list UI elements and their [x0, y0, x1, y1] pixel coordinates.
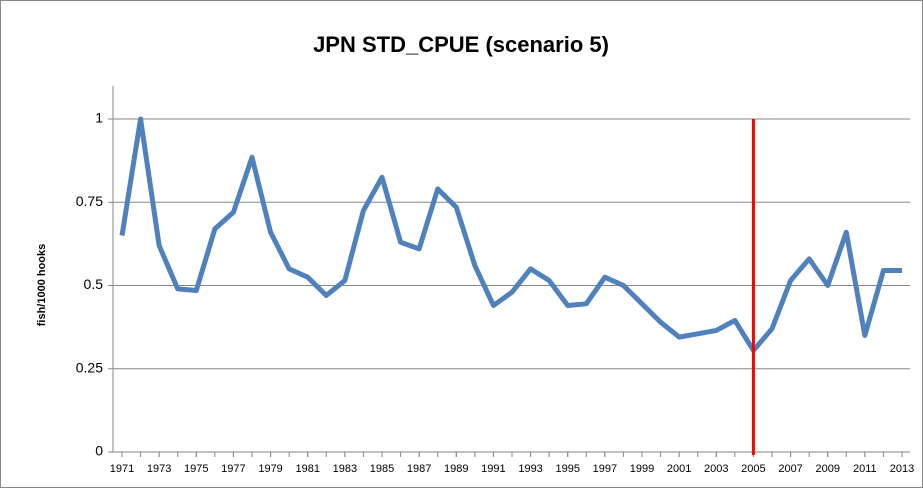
y-tick-label: 1 — [95, 110, 103, 126]
x-tick-label: 2009 — [815, 463, 839, 475]
y-tick-label: 0.5 — [84, 276, 104, 292]
x-tick-label: 1973 — [147, 463, 171, 475]
x-tick-label: 1975 — [184, 463, 208, 475]
x-tick-label: 1993 — [518, 463, 542, 475]
y-tick-label: 0.75 — [76, 193, 103, 209]
x-tick-label: 1983 — [333, 463, 357, 475]
y-tick-label: 0 — [95, 443, 103, 459]
x-tick-label: 1987 — [407, 463, 431, 475]
x-tick-label: 1971 — [110, 463, 134, 475]
y-tick-label: 0.25 — [76, 359, 103, 375]
x-tick-label: 1991 — [481, 463, 505, 475]
x-tick-label: 2011 — [853, 463, 877, 475]
x-tick-label: 1981 — [295, 463, 319, 475]
x-tick-label: 1997 — [593, 463, 617, 475]
x-tick-label: 2005 — [741, 463, 765, 475]
x-tick-label: 1985 — [370, 463, 394, 475]
x-tick-label: 1989 — [444, 463, 468, 475]
x-tick-label: 1995 — [555, 463, 579, 475]
data-line — [119, 116, 902, 353]
x-tick-label: 2003 — [704, 463, 728, 475]
x-tick-label: 1979 — [258, 463, 282, 475]
chart-title: JPN STD_CPUE (scenario 5) — [313, 32, 609, 57]
x-tick-label: 2001 — [667, 463, 691, 475]
x-tick-label: 1999 — [630, 463, 654, 475]
x-tick-label: 1977 — [221, 463, 245, 475]
y-axis-label: fish/1000 hooks — [36, 244, 48, 327]
x-tick-label: 2007 — [778, 463, 802, 475]
x-tick-label: 2013 — [890, 463, 914, 475]
